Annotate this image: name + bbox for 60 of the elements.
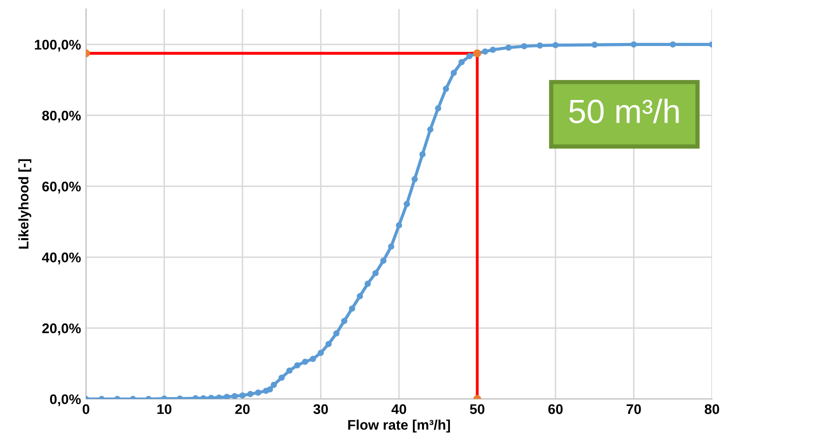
x-tick-label: 50 bbox=[470, 404, 484, 414]
point bbox=[224, 394, 230, 399]
point bbox=[310, 356, 316, 362]
y-tick-label: 100,0% bbox=[34, 40, 81, 52]
point bbox=[278, 374, 285, 381]
y-tick-label: 80,0% bbox=[42, 110, 81, 123]
point bbox=[341, 318, 348, 324]
point bbox=[286, 368, 293, 374]
point bbox=[247, 390, 254, 398]
point bbox=[348, 305, 356, 312]
point bbox=[412, 176, 418, 182]
point bbox=[364, 280, 371, 287]
point bbox=[536, 42, 543, 49]
point bbox=[630, 41, 637, 48]
point bbox=[302, 358, 308, 365]
point bbox=[670, 41, 676, 48]
point bbox=[490, 46, 496, 53]
x-tick-label: 20 bbox=[235, 404, 250, 414]
point bbox=[294, 362, 300, 368]
point bbox=[505, 44, 512, 51]
point bbox=[396, 222, 402, 228]
point bbox=[333, 330, 340, 337]
x-axis-title: Flow rate [m³/h] bbox=[348, 420, 450, 433]
point bbox=[325, 340, 332, 348]
point bbox=[450, 70, 457, 76]
point bbox=[552, 42, 559, 48]
point bbox=[232, 393, 238, 399]
point bbox=[255, 389, 262, 396]
point bbox=[442, 86, 450, 92]
point bbox=[216, 394, 222, 399]
y-tick-label: 20,0% bbox=[42, 323, 81, 336]
point bbox=[270, 382, 277, 388]
point bbox=[388, 243, 394, 250]
y-tick-label: 60,0% bbox=[42, 182, 81, 194]
x-tick-label: 70 bbox=[626, 404, 641, 414]
x-tick-label: 40 bbox=[391, 404, 406, 414]
annotation: 50 m³/h bbox=[569, 98, 679, 124]
y-tick-label: 40,0% bbox=[42, 252, 81, 264]
y-axis-title: Likelyhood [-] bbox=[18, 159, 32, 249]
point bbox=[435, 105, 442, 112]
point bbox=[356, 293, 363, 300]
point bbox=[458, 59, 465, 66]
point bbox=[482, 48, 488, 55]
point bbox=[466, 53, 473, 60]
x-tick-label: 10 bbox=[157, 404, 172, 414]
x-tick-label: 80 bbox=[704, 404, 720, 414]
point bbox=[318, 350, 324, 356]
point bbox=[521, 43, 528, 50]
point bbox=[419, 151, 426, 158]
y-tick-label: 0,0% bbox=[50, 394, 81, 406]
point bbox=[372, 270, 379, 276]
point bbox=[404, 200, 410, 208]
x-tick-label: 30 bbox=[313, 404, 328, 414]
x-tick-label: 0 bbox=[82, 404, 90, 414]
point bbox=[592, 42, 598, 48]
point bbox=[266, 386, 274, 393]
point bbox=[239, 392, 246, 399]
x-tick-label: 60 bbox=[548, 404, 563, 414]
point bbox=[427, 126, 434, 133]
point bbox=[380, 258, 386, 264]
